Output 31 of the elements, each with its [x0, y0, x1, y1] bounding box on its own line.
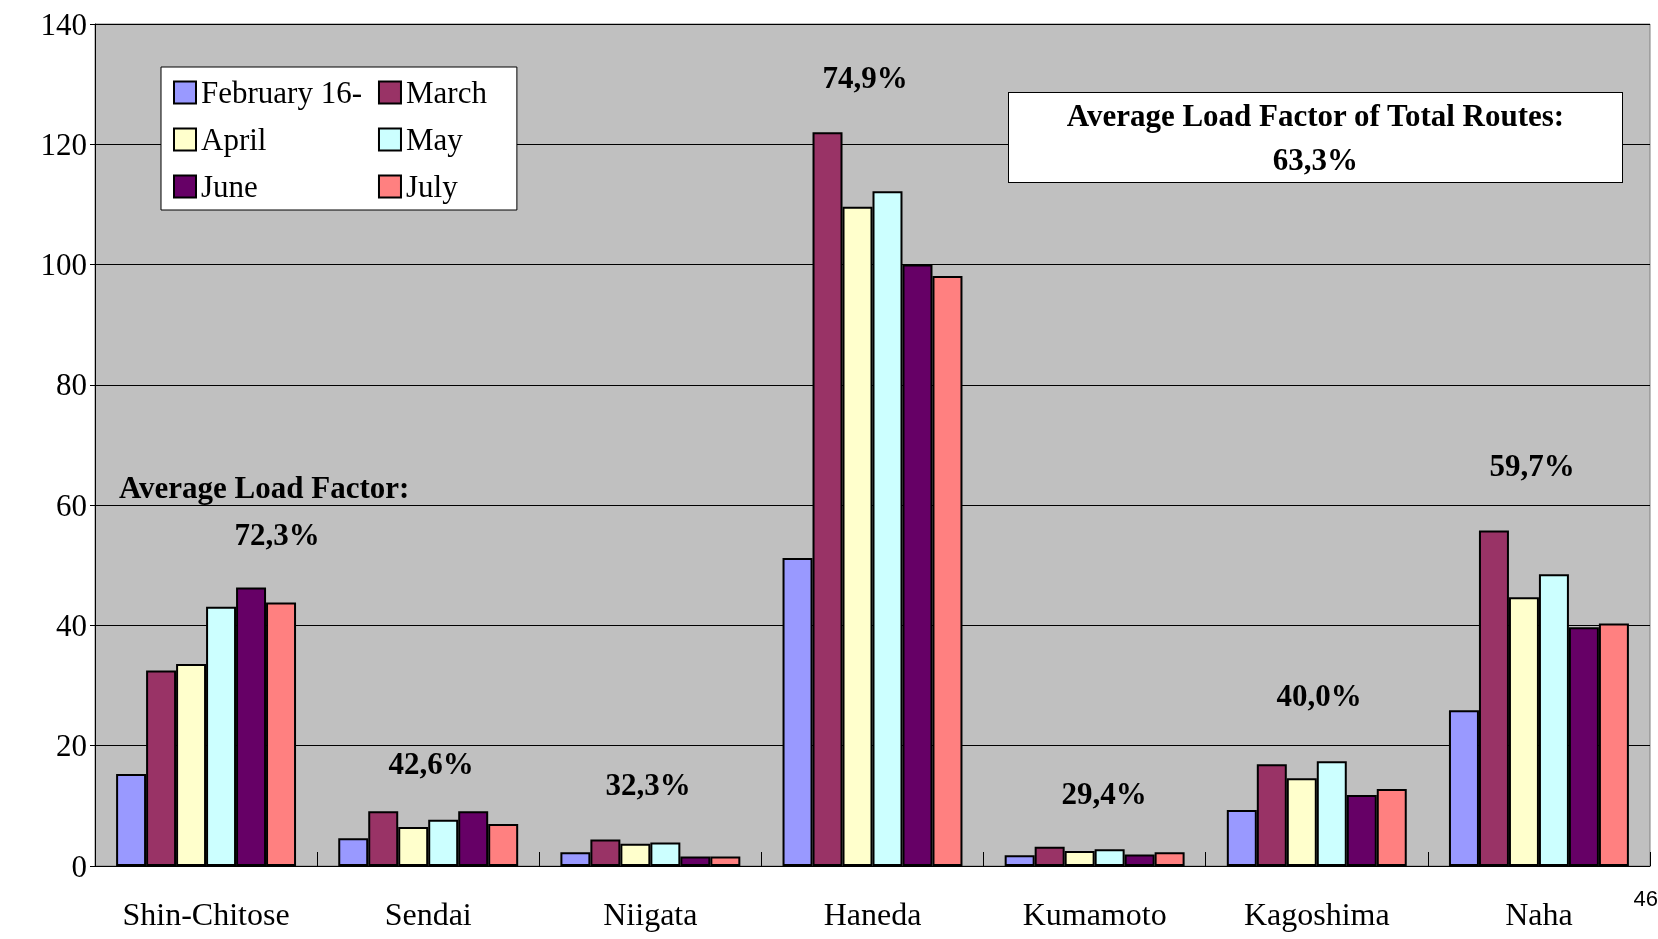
legend-label: April	[201, 122, 267, 157]
annotation: 72,3%	[234, 516, 320, 552]
legend-label: July	[405, 169, 459, 204]
x-tick-label: Kumamoto	[1022, 896, 1167, 932]
annotation: 32,3%	[605, 766, 691, 802]
x-tick-label: Naha	[1505, 896, 1573, 932]
x-tick-label: Shin-Chitose	[122, 896, 290, 932]
text-box: Average Load Factor of Total Routes: 63,3%	[1008, 92, 1623, 183]
annotation: 29,4%	[1061, 775, 1147, 811]
legend-label: March	[405, 75, 488, 110]
y-tick-label: 100	[40, 247, 87, 283]
y-tick-label: 40	[56, 607, 87, 643]
text: 46	[1633, 885, 1658, 911]
annotation: 42,6%	[388, 745, 474, 781]
x-tick-label: Kagoshima	[1243, 896, 1390, 932]
legend-label: June	[201, 169, 258, 204]
x-tick-label: Haneda	[823, 896, 922, 932]
annotation: 59,7%	[1489, 447, 1575, 483]
y-tick-label: 20	[56, 728, 87, 764]
annotation: 40,0%	[1276, 677, 1362, 713]
y-tick-label: 140	[40, 6, 87, 42]
y-tick-label: 0	[71, 848, 87, 884]
x-tick-label: Sendai	[384, 896, 472, 932]
x-tick-label: Niigata	[603, 896, 698, 932]
annotation: Average Load Factor:	[119, 469, 410, 505]
annotation: 74,9%	[822, 59, 908, 95]
legend-label: February 16-	[201, 75, 362, 110]
y-tick-label: 80	[56, 367, 87, 403]
legend-label: May	[405, 122, 464, 157]
y-tick-label: 60	[56, 487, 87, 523]
y-tick-label: 120	[40, 126, 87, 162]
